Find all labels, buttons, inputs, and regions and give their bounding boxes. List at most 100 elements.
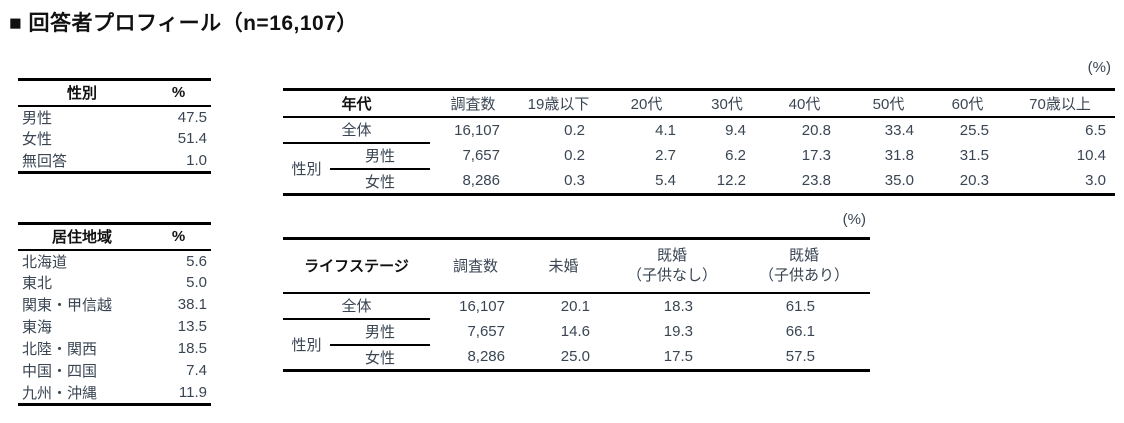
table-row-total: 全体 16,107 0.2 4.1 9.4 20.8 33.4 25.5 6.5 [283,116,1115,144]
table-row: 関東・甲信越 38.1 [18,294,211,316]
value-cell: 57.5 [785,348,815,366]
value-cell: 12.2 [716,172,746,190]
value-cell: 31.8 [884,147,914,164]
value-cell: 18.3 [663,297,693,315]
gender-header-label: 性別 [18,79,146,107]
row-label: 女性 [22,131,53,148]
row-group-label: 性別 [291,336,322,354]
row-group-label: 性別 [291,160,322,178]
table-row: 無回答 1.0 [18,150,211,173]
row-label: 男性 [330,318,430,346]
value-cell: 20.1 [560,297,590,315]
value-cell: 4.1 [655,121,676,139]
row-label: 女性 [364,349,395,367]
value-cell: 7.4 [186,362,207,379]
table-header-row: 性別 % [18,79,211,107]
gender-table: 性別 % 男性 47.5 女性 51.4 無回答 1.0 [18,78,211,174]
value-cell: 6.2 [725,147,746,164]
value-cell: 9.4 [725,121,746,139]
row-label: 無回答 [22,152,68,170]
table-row: 北陸・関西 18.5 [18,338,211,360]
value-cell: 25.5 [959,121,989,139]
value-cell: 33.4 [884,121,914,139]
value-cell: 8,286 [467,348,505,366]
row-label: 中国・四国 [22,363,98,380]
value-cell: 14.6 [560,323,590,340]
age-header-group: 年代 [283,89,430,118]
value-cell: 13.5 [177,318,207,335]
lifestage-header-col: 調査数 [430,238,521,294]
page-title: ■ 回答者プロフィール（n=16,107） [9,12,358,35]
lifestage-header-col: 未婚 [521,238,606,294]
row-label: 東北 [22,275,53,292]
age-header-col: 60代 [930,89,1005,118]
row-label: 関東・甲信越 [22,297,113,314]
age-header-col: 19歳以下 [516,89,601,118]
table-row: 男性 47.5 [18,106,211,128]
age-table-unit-label: (%) [1087,59,1111,76]
table-header-row: ライフステージ 調査数 未婚 既婚 （子供なし） 既婚 （子供あり） [283,238,870,294]
value-cell: 3.0 [1085,172,1106,190]
value-cell: 18.5 [177,340,207,357]
value-cell: 5.4 [655,172,676,190]
value-cell: 23.8 [801,172,831,190]
region-header-percent: % [146,223,211,251]
value-cell: 38.1 [177,296,207,313]
lifestage-table: ライフステージ 調査数 未婚 既婚 （子供なし） 既婚 （子供あり） 全体 16… [283,237,870,372]
row-label: 九州・沖縄 [22,384,98,402]
value-cell: 7,657 [462,147,500,164]
value-cell: 20.3 [959,172,989,190]
row-label: 北陸・関西 [22,341,98,358]
value-cell: 0.2 [564,121,585,139]
value-cell: 35.0 [884,172,914,190]
lifestage-header-col: 既婚 （子供あり） [738,238,870,294]
row-label: 男性 [330,142,430,170]
value-cell: 17.5 [663,348,693,366]
table-row: 女性 51.4 [18,128,211,150]
row-label: 男性 [22,109,53,127]
value-cell: 0.2 [564,147,585,164]
age-header-col: 30代 [692,89,762,118]
table-header-row: 年代 調査数 19歳以下 20代 30代 40代 50代 60代 70歳以上 [283,89,1115,118]
table-row: 中国・四国 7.4 [18,360,211,382]
value-cell: 5.0 [186,274,207,291]
table-row-female: 女性 8,286 0.3 5.4 12.2 23.8 35.0 20.3 3.0 [283,169,1115,195]
value-cell: 51.4 [177,130,207,147]
table-row: 東北 5.0 [18,272,211,294]
row-label: 北海道 [22,253,68,271]
gender-header-percent: % [146,79,211,107]
age-header-col: 40代 [762,89,847,118]
value-cell: 10.4 [1076,147,1106,164]
value-cell: 0.3 [564,172,585,190]
age-header-col: 70歳以上 [1005,89,1115,118]
lifestage-header-col: 既婚 （子供なし） [606,238,738,294]
region-table: 居住地域 % 北海道 5.6 東北 5.0 関東・甲信越 38.1 東海 13.… [18,222,211,406]
value-cell: 31.5 [959,147,989,164]
value-cell: 1.0 [186,151,207,169]
table-row-male: 性別 男性 7,657 14.6 19.3 66.1 [283,318,870,354]
value-cell: 5.6 [186,252,207,270]
value-cell: 11.9 [178,383,207,401]
value-cell: 61.5 [785,297,815,315]
table-row: 東海 13.5 [18,316,211,338]
age-table: 年代 調査数 19歳以下 20代 30代 40代 50代 60代 70歳以上 全… [283,88,1115,196]
lifestage-header-group: ライフステージ [283,238,430,294]
table-row: 北海道 5.6 [18,250,211,272]
value-cell: 20.8 [801,121,831,139]
table-row-total: 全体 16,107 20.1 18.3 61.5 [283,292,870,320]
row-label: 女性 [364,173,395,191]
value-cell: 7,657 [467,323,505,340]
age-header-col: 50代 [847,89,930,118]
age-header-col: 調査数 [430,89,516,118]
table-row-male: 性別 男性 7,657 0.2 2.7 6.2 17.3 31.8 31.5 1… [283,142,1115,178]
value-cell: 66.1 [785,323,815,340]
value-cell: 6.5 [1085,121,1106,139]
value-cell: 19.3 [663,323,693,340]
table-row: 九州・沖縄 11.9 [18,382,211,405]
value-cell: 2.7 [655,147,676,164]
age-header-col: 20代 [601,89,692,118]
region-header-label: 居住地域 [18,223,146,251]
value-cell: 47.5 [177,108,207,126]
row-label: 東海 [22,319,53,336]
